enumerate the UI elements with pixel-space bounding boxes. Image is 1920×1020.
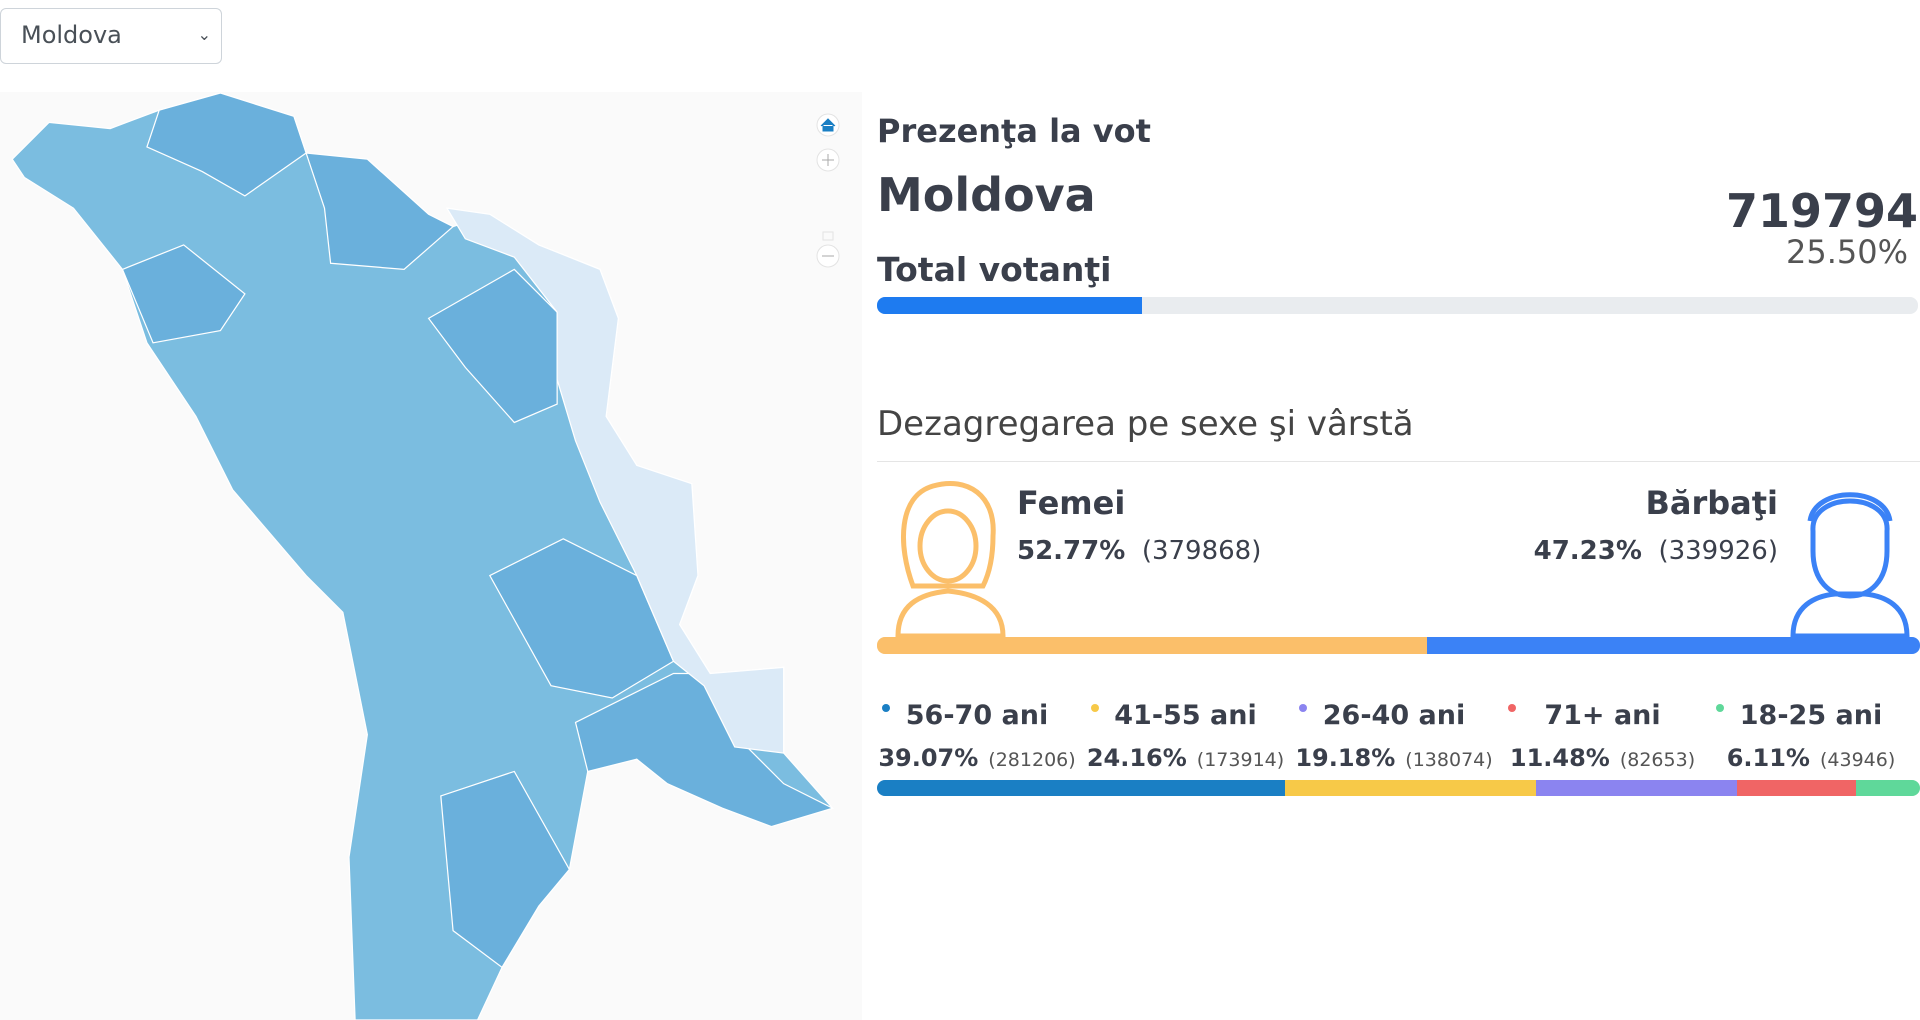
home-icon <box>820 118 836 132</box>
age-stats: 39.07% (281206) <box>873 744 1081 772</box>
turnout-bar <box>877 297 1918 314</box>
district[interactable] <box>427 268 558 424</box>
legend-dot <box>1090 704 1099 712</box>
age-group-label: 41-55 ani <box>1114 700 1257 731</box>
female-label: Femei <box>1017 484 1126 522</box>
age-count: (43946) <box>1819 749 1896 771</box>
turnout-title: Prezenţa la vot <box>877 112 1151 150</box>
female-icon <box>895 480 1006 638</box>
age-group-label: 71+ ani <box>1544 700 1661 731</box>
age-share: 11.48% <box>1509 744 1610 772</box>
divider <box>877 461 1920 462</box>
gender-bar <box>877 637 1920 654</box>
age-stats: 11.48% (82653) <box>1499 744 1707 772</box>
transnistria[interactable] <box>445 207 785 754</box>
legend-dot <box>882 704 890 712</box>
turnout-share: 25.50% <box>1785 233 1908 271</box>
zoom-slider[interactable] <box>822 231 834 241</box>
age-share: 39.07% <box>878 744 979 772</box>
age-bar <box>877 780 1920 796</box>
total-voters: 719794 <box>1725 184 1918 238</box>
age-segment <box>1856 780 1920 796</box>
zoom-controls <box>816 113 840 268</box>
district[interactable] <box>440 770 571 969</box>
male-icon <box>1790 492 1910 638</box>
age-share: 6.11% <box>1726 744 1810 772</box>
age-group-label: 18-25 ani <box>1739 700 1883 731</box>
gender-segment <box>1427 637 1920 654</box>
district[interactable] <box>146 92 307 197</box>
female-share: 52.77% <box>1017 536 1126 566</box>
age-segment <box>877 780 1285 796</box>
age-stats: 24.16% (173914) <box>1082 744 1290 772</box>
age-share: 19.18% <box>1295 744 1396 772</box>
age-share: 24.16% <box>1086 744 1187 772</box>
legend-dot <box>1299 704 1307 712</box>
turnout-fill <box>877 297 1143 314</box>
region-select[interactable]: Moldova ⌄ <box>0 8 222 64</box>
district[interactable] <box>305 152 455 271</box>
male-label: Bărbaţi <box>1645 484 1778 522</box>
region-name: Moldova <box>877 168 1096 222</box>
age-stats: 19.18% (138074) <box>1290 744 1498 772</box>
select-caret: ⌄ <box>197 25 211 44</box>
select-value: Moldova <box>21 21 122 49</box>
age-count: (82653) <box>1619 749 1696 771</box>
male-stats: 47.23% (339926) <box>1534 536 1778 566</box>
total-label: Total votanţi <box>877 250 1112 289</box>
plus-icon <box>822 154 834 166</box>
female-count: (379868) <box>1141 536 1262 566</box>
age-segment <box>1284 780 1537 796</box>
age-segment <box>1736 780 1857 796</box>
legend-dot <box>1716 704 1724 712</box>
age-segment <box>1536 780 1737 796</box>
breakdown-title: Dezagregarea pe sexe şi vârstă <box>877 404 1414 444</box>
age-group-label: 26-40 ani <box>1322 700 1466 731</box>
map <box>11 92 840 1020</box>
age-count: (281206) <box>988 749 1076 771</box>
age-stats: 6.11% (43946) <box>1707 744 1915 772</box>
district[interactable] <box>121 244 246 344</box>
female-stats: 52.77% (379868) <box>1017 536 1261 566</box>
gender-segment <box>877 637 1428 654</box>
map-panel <box>0 92 862 1020</box>
legend-dot <box>1507 704 1516 712</box>
age-count: (173914) <box>1196 749 1285 771</box>
age-group-label: 56-70 ani <box>905 700 1049 731</box>
male-count: (339926) <box>1658 536 1778 566</box>
male-share: 47.23% <box>1533 536 1642 566</box>
age-count: (138074) <box>1405 749 1493 771</box>
